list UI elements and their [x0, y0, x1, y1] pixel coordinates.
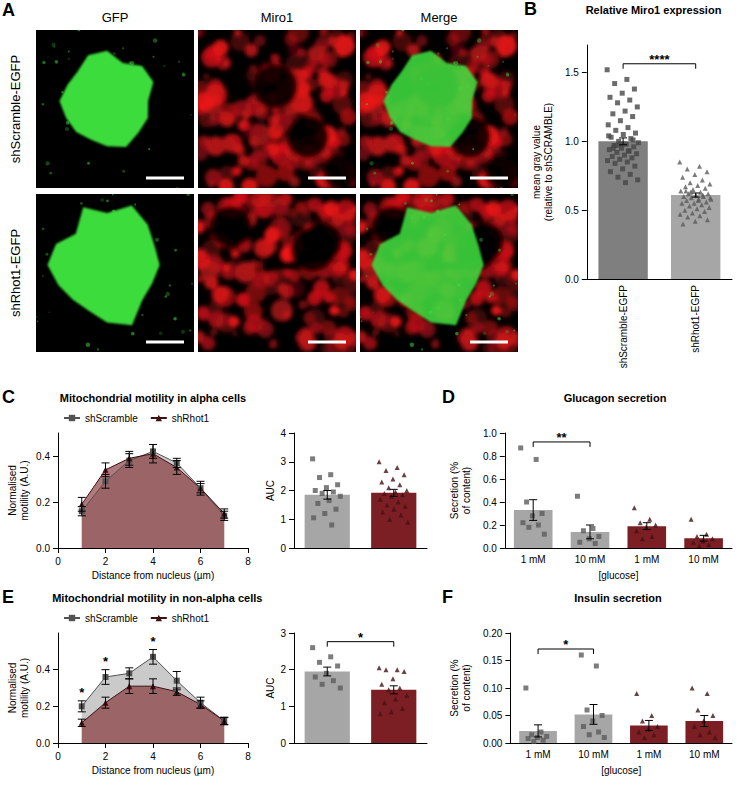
svg-text:0.20: 0.20	[483, 628, 503, 639]
svg-text:[glucose]: [glucose]	[598, 570, 638, 581]
svg-text:3: 3	[280, 456, 286, 467]
svg-text:E: E	[2, 588, 14, 607]
svg-text:4: 4	[150, 556, 156, 567]
svg-text:A: A	[2, 0, 15, 20]
svg-text:10 mM: 10 mM	[578, 749, 609, 760]
svg-text:8: 8	[245, 751, 251, 762]
svg-text:shScramble: shScramble	[85, 613, 138, 624]
svg-text:0: 0	[280, 738, 286, 749]
svg-text:Merge: Merge	[421, 10, 458, 25]
svg-text:Distance from nucleus (µm): Distance from nucleus (µm)	[92, 570, 214, 581]
svg-text:motility (A.U.): motility (A.U.)	[19, 658, 30, 718]
svg-text:C: C	[2, 388, 15, 407]
svg-text:0.0: 0.0	[36, 543, 50, 554]
svg-text:AUC: AUC	[265, 480, 276, 501]
svg-text:*: *	[563, 637, 569, 652]
svg-text:0.05: 0.05	[483, 710, 503, 721]
svg-text:Glucagon secretion: Glucagon secretion	[564, 392, 667, 404]
svg-text:0: 0	[280, 543, 286, 554]
svg-text:0.8: 0.8	[483, 451, 497, 462]
svg-text:0.5: 0.5	[565, 205, 579, 216]
svg-text:B: B	[524, 0, 537, 19]
svg-text:0.2: 0.2	[36, 497, 50, 508]
svg-text:0.15: 0.15	[483, 655, 503, 666]
svg-text:(relative to shSCRAMBLE): (relative to shSCRAMBLE)	[543, 103, 554, 221]
svg-text:8: 8	[245, 556, 251, 567]
svg-text:6: 6	[198, 751, 204, 762]
svg-text:10 mM: 10 mM	[575, 554, 606, 565]
svg-text:****: ****	[649, 52, 670, 67]
svg-text:**: **	[557, 430, 568, 445]
svg-text:0.0: 0.0	[565, 274, 579, 285]
svg-text:0.4: 0.4	[36, 664, 50, 675]
svg-text:shRhot1: shRhot1	[172, 613, 210, 624]
svg-text:Relative Miro1 expression: Relative Miro1 expression	[586, 4, 722, 16]
svg-text:Normalised: Normalised	[7, 663, 18, 714]
svg-text:0.0: 0.0	[483, 543, 497, 554]
svg-text:10 mM: 10 mM	[689, 749, 720, 760]
svg-text:[glucose]: [glucose]	[601, 765, 641, 776]
svg-text:2: 2	[280, 485, 286, 496]
svg-text:Secretion (%: Secretion (%	[449, 462, 460, 519]
svg-text:shRhot1-EGFP: shRhot1-EGFP	[690, 285, 701, 353]
svg-text:shRhot1: shRhot1	[172, 413, 210, 424]
svg-text:2: 2	[103, 556, 109, 567]
svg-text:Normalised: Normalised	[7, 465, 18, 516]
svg-text:3: 3	[280, 628, 286, 639]
svg-text:Mitochondrial motility in non-: Mitochondrial motility in non-alpha cell…	[52, 592, 262, 604]
svg-text:10 mM: 10 mM	[688, 554, 719, 565]
svg-text:2: 2	[103, 751, 109, 762]
svg-text:0.4: 0.4	[483, 497, 497, 508]
svg-text:0.10: 0.10	[483, 683, 503, 694]
svg-text:0: 0	[55, 751, 61, 762]
svg-text:1 mM: 1 mM	[521, 554, 546, 565]
svg-text:1 mM: 1 mM	[636, 749, 661, 760]
svg-text:0.00: 0.00	[483, 738, 503, 749]
svg-text:1: 1	[280, 514, 286, 525]
svg-text:Distance from nucleus (µm): Distance from nucleus (µm)	[92, 765, 214, 776]
svg-text:*: *	[79, 685, 85, 700]
svg-text:1: 1	[280, 701, 286, 712]
svg-text:4: 4	[280, 428, 286, 439]
svg-text:1.5: 1.5	[565, 67, 579, 78]
svg-text:*: *	[358, 630, 364, 645]
svg-text:0.4: 0.4	[36, 451, 50, 462]
svg-text:shRhot1-EGFP: shRhot1-EGFP	[8, 229, 23, 317]
svg-text:1.0: 1.0	[565, 136, 579, 147]
svg-text:1 mM: 1 mM	[526, 749, 551, 760]
svg-text:F: F	[442, 588, 453, 607]
svg-text:1.0: 1.0	[483, 428, 497, 439]
svg-text:shScramble: shScramble	[85, 413, 138, 424]
svg-text:Miro1: Miro1	[261, 10, 294, 25]
svg-text:of content): of content)	[461, 467, 472, 514]
svg-text:shScramble-EGFP: shScramble-EGFP	[8, 55, 23, 163]
svg-text:Insulin secretion: Insulin secretion	[574, 592, 662, 604]
svg-text:1 mM: 1 mM	[634, 554, 659, 565]
svg-text:*: *	[150, 634, 156, 649]
svg-text:mean gray value: mean gray value	[531, 125, 542, 199]
svg-text:0.6: 0.6	[483, 474, 497, 485]
svg-text:motility (A.U.): motility (A.U.)	[19, 461, 30, 521]
svg-text:*: *	[103, 654, 109, 669]
svg-text:2: 2	[280, 664, 286, 675]
svg-text:of content): of content)	[461, 664, 472, 711]
svg-text:Secretion (%: Secretion (%	[449, 659, 460, 716]
svg-text:shScramble-EGFP: shScramble-EGFP	[618, 285, 629, 369]
svg-text:4: 4	[150, 751, 156, 762]
svg-text:GFP: GFP	[102, 10, 129, 25]
svg-text:6: 6	[198, 556, 204, 567]
svg-text:0.2: 0.2	[483, 520, 497, 531]
svg-text:D: D	[442, 388, 455, 407]
svg-text:0: 0	[55, 556, 61, 567]
svg-text:AUC: AUC	[265, 677, 276, 698]
svg-text:0.0: 0.0	[36, 738, 50, 749]
svg-text:Mitochondrial motility in alph: Mitochondrial motility in alpha cells	[60, 392, 246, 404]
svg-text:0.2: 0.2	[36, 701, 50, 712]
